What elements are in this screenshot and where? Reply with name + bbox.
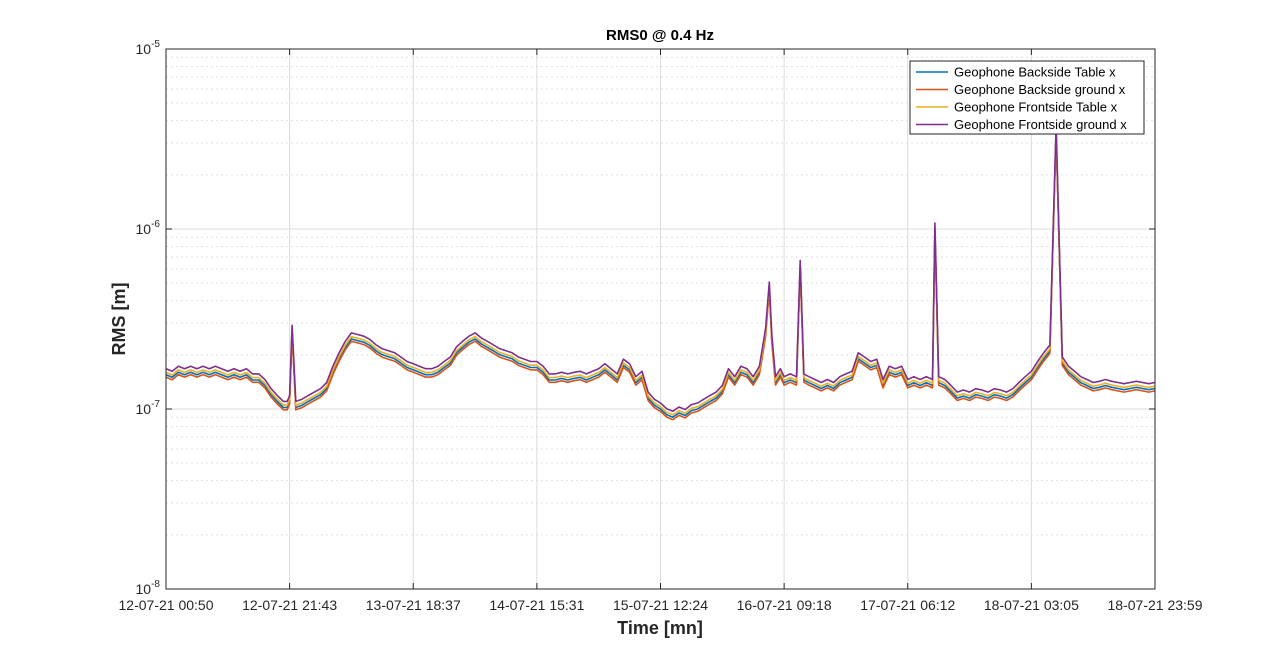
series-line-4 (165, 124, 1156, 413)
x-tick-label: 12-07-21 21:43 (242, 597, 337, 613)
x-tick-label: 16-07-21 09:18 (737, 597, 832, 613)
x-tick-label: 18-07-21 03:05 (984, 597, 1079, 613)
x-tick-label: 15-07-21 12:24 (613, 597, 708, 613)
series-line-3 (165, 128, 1156, 416)
series-layer (165, 124, 1156, 421)
y-axis-label: RMS [m] (109, 283, 129, 356)
series-line-2 (165, 132, 1156, 421)
x-tick-label: 12-07-21 00:50 (119, 597, 214, 613)
legend-items: Geophone Backside Table x Geophone Backsi… (916, 65, 1127, 132)
legend-label-4: Geophone Frontside ground x (954, 117, 1127, 132)
legend-label-2: Geophone Backside ground x (954, 82, 1126, 97)
y-tick-label: 10-7 (136, 399, 161, 417)
y-tick-label: 10-5 (136, 39, 161, 57)
legend-box (909, 60, 1145, 135)
legend: Geophone Backside Table x Geophone Backsi… (909, 60, 1145, 135)
x-tick-label: 13-07-21 18:37 (366, 597, 461, 613)
legend-label-3: Geophone Frontside Table x (954, 100, 1118, 115)
x-tick-label: 17-07-21 06:12 (860, 597, 955, 613)
series-line-1 (165, 130, 1156, 419)
y-tick-label: 10-8 (136, 579, 161, 597)
x-tick-label: 14-07-21 15:31 (489, 597, 584, 613)
x-tick-label: 18-07-21 23:59 (1108, 597, 1203, 613)
x-axis-label: Time [mn] (617, 618, 703, 638)
legend-label-1: Geophone Backside Table x (954, 65, 1116, 80)
axes-layer: 10-8 10-7 10-6 10-5 12-07-21 00:50 12-07-21 2… (119, 39, 1203, 613)
chart-title: RMS0 @ 0.4 Hz (606, 27, 714, 44)
y-tick-label: 10-6 (136, 219, 161, 237)
